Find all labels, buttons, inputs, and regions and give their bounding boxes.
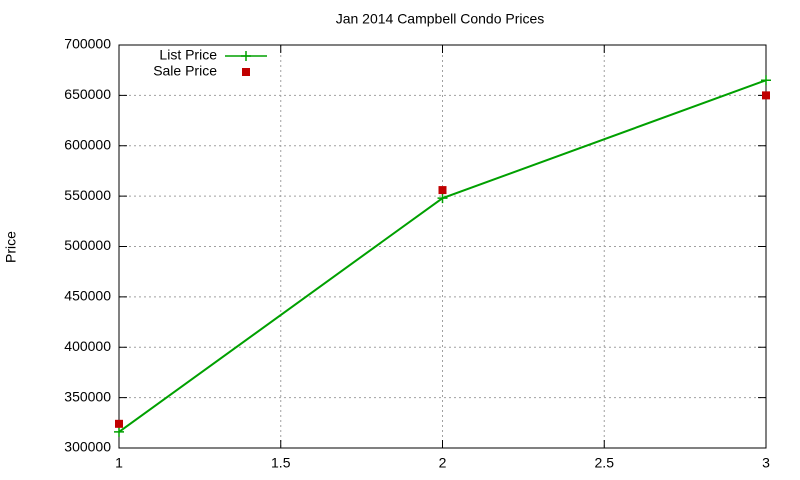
legend-marker bbox=[241, 51, 251, 61]
legend-label: Sale Price bbox=[153, 63, 217, 79]
y-tick-label: 600000 bbox=[64, 136, 111, 152]
plot-border bbox=[118, 44, 767, 449]
point bbox=[762, 91, 770, 100]
x-tick-label: 2.5 bbox=[595, 455, 615, 471]
legend-label: List Price bbox=[159, 47, 217, 63]
point bbox=[438, 186, 447, 195]
y-axis-label: Price bbox=[3, 231, 19, 263]
x-tick-label: 1 bbox=[115, 455, 123, 471]
x-tick-label: 2 bbox=[439, 455, 447, 471]
y-tick-label: 400000 bbox=[64, 338, 111, 354]
y-tick-label: 450000 bbox=[64, 288, 111, 304]
y-tick-label: 300000 bbox=[64, 439, 111, 455]
y-tick-label: 650000 bbox=[64, 86, 111, 102]
y-tick-label: 550000 bbox=[64, 187, 111, 203]
x-tick-label: 1.5 bbox=[271, 455, 291, 471]
y-tick-label: 700000 bbox=[64, 36, 111, 52]
legend-marker bbox=[242, 68, 250, 76]
chart-title: Jan 2014 Campbell Condo Prices bbox=[336, 11, 545, 27]
y-tick-label: 350000 bbox=[64, 388, 111, 404]
point bbox=[115, 419, 123, 428]
point bbox=[437, 193, 448, 204]
y-tick-label: 500000 bbox=[64, 237, 111, 253]
x-tick-label: 3 bbox=[762, 455, 770, 471]
point bbox=[761, 75, 771, 86]
point bbox=[114, 426, 124, 437]
